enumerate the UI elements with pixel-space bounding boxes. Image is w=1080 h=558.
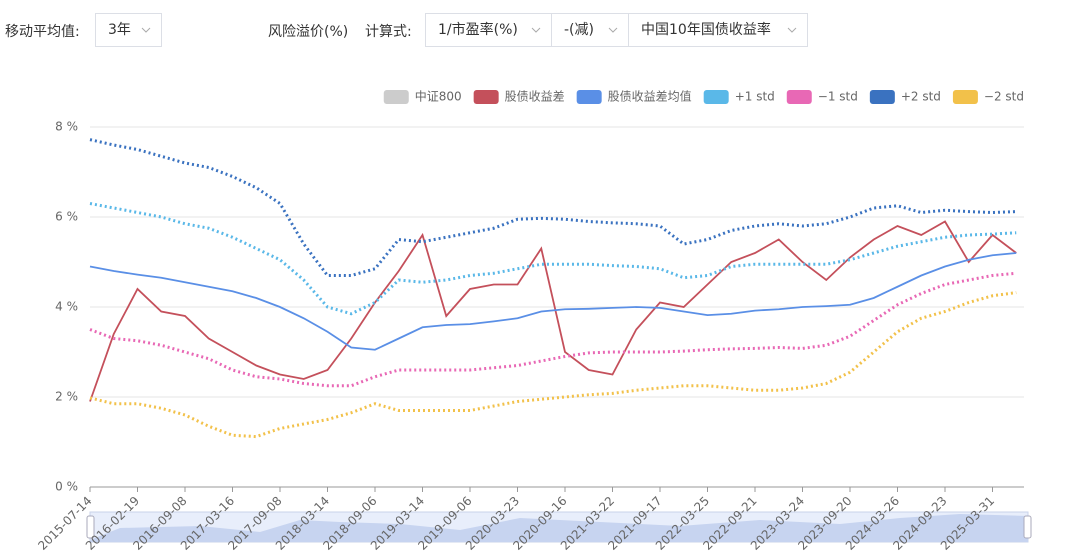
y-tick-label: 2 %: [55, 390, 78, 404]
y-tick-label: 6 %: [55, 210, 78, 224]
chevron: [531, 27, 541, 33]
legend: −2 std +2 std −1 std +1 std 股债收益差均值 股债收益差 中证80…: [383, 89, 1024, 104]
zoom-handle[interactable]: [86, 515, 95, 539]
legend-label: 中证800: [415, 89, 462, 104]
series-line: [89, 291, 1017, 439]
y-tick-label: 0 %: [55, 480, 78, 494]
series-line: [89, 138, 1017, 277]
series-line: [89, 271, 1017, 388]
chevron: [608, 27, 618, 33]
formula-a: 1/市盈率(%): [438, 22, 518, 38]
legend-swatch: [786, 90, 812, 104]
ma-select[interactable]: 3年: [95, 13, 162, 47]
chevron: [787, 27, 797, 33]
ma-value: 3年: [108, 22, 131, 38]
ma-label: 移动平均值:: [5, 24, 80, 40]
formula-b-select[interactable]: 中国10年国债收益率: [628, 13, 808, 47]
series-line: [89, 202, 1017, 316]
legend-swatch: [473, 90, 499, 104]
legend-label: 股债收益差: [505, 90, 565, 104]
series-line: [89, 252, 1017, 351]
zoom-preview: [90, 514, 1028, 542]
legend-swatch: [952, 90, 978, 104]
formula-label: 计算式:: [365, 24, 412, 40]
formula-a-select[interactable]: 1/市盈率(%): [425, 13, 552, 47]
chevron: [141, 27, 151, 33]
legend-label: −1 std: [818, 90, 858, 104]
y-tick-label: 8 %: [55, 120, 78, 134]
legend-label: 股债收益差均值: [608, 89, 692, 104]
legend-label: +2 std: [901, 90, 941, 104]
premium-label: 风险溢价(%): [268, 24, 349, 40]
y-tick-label: 4 %: [55, 300, 78, 314]
legend-label: +1 std: [735, 90, 775, 104]
legend-swatch: [383, 90, 409, 104]
formula-b: 中国10年国债收益率: [641, 22, 771, 38]
data-zoom: [86, 511, 1032, 543]
legend-swatch: [576, 90, 602, 104]
zoom-handle[interactable]: [1023, 515, 1032, 539]
legend-swatch: [869, 90, 895, 104]
legend-label: −2 std: [984, 90, 1024, 104]
formula-op: -(减): [564, 22, 594, 38]
series-line: [89, 220, 1017, 402]
legend-swatch: [703, 90, 729, 104]
